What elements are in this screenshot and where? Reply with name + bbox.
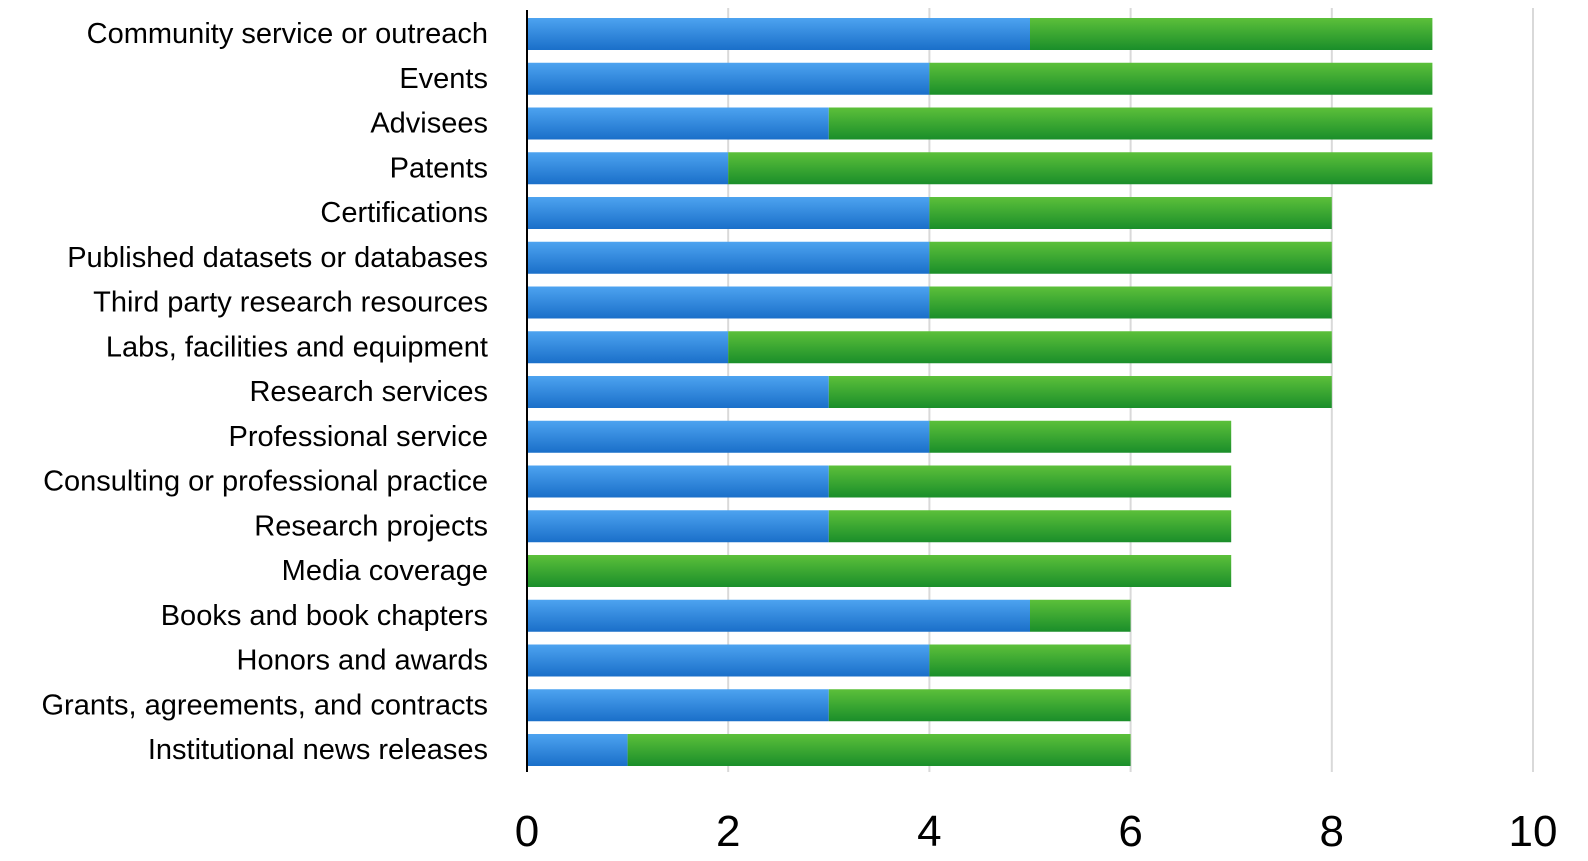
bar-segment	[1030, 18, 1433, 50]
bar-segment	[1030, 599, 1131, 632]
bar-segment	[527, 555, 1232, 587]
category-label: Research projects	[254, 510, 488, 542]
bar-segment	[929, 62, 1433, 95]
x-tick-label: 8	[1320, 807, 1344, 856]
bar-segment	[527, 197, 930, 229]
category-label: Certifications	[320, 197, 488, 229]
bar-segment	[527, 689, 829, 722]
bar-segment	[527, 107, 829, 140]
category-label: Patents	[390, 152, 488, 184]
bar-segment	[527, 599, 1030, 632]
category-labels: Community service or outreach Events Advis…	[42, 18, 489, 766]
category-label: Grants, agreements, and contracts	[42, 689, 489, 721]
bar-segment	[527, 286, 930, 319]
bars	[527, 18, 1433, 766]
bar-segment	[527, 376, 829, 408]
category-label: Third party research resources	[93, 287, 488, 319]
bar-segment	[527, 18, 1030, 50]
x-tick-label: 2	[716, 807, 740, 856]
bar-segment	[828, 107, 1433, 140]
category-label: Labs, facilities and equipment	[106, 331, 488, 363]
category-label: Honors and awards	[237, 645, 488, 677]
bar-segment	[627, 734, 1131, 766]
x-tick-label: 0	[515, 807, 539, 856]
category-label: Research services	[249, 376, 488, 408]
bar-segment	[527, 241, 930, 274]
bar-segment	[527, 734, 628, 766]
bar-segment	[828, 376, 1332, 408]
bar-segment	[929, 197, 1332, 229]
bar-segment	[527, 62, 930, 95]
x-tick-labels: 0 2 4 6 8 10	[515, 807, 1558, 856]
bar-segment	[527, 644, 930, 677]
bar-segment	[728, 331, 1332, 364]
category-label: Published datasets or databases	[67, 242, 488, 274]
bar-segment	[828, 689, 1131, 722]
bar-segment	[728, 152, 1433, 185]
bar-segment	[527, 510, 829, 543]
bar-segment	[527, 331, 729, 364]
category-label: Institutional news releases	[148, 734, 488, 766]
x-tick-label: 6	[1118, 807, 1142, 856]
category-label: Community service or outreach	[87, 18, 488, 50]
bar-segment	[527, 465, 829, 498]
bar-segment	[828, 465, 1232, 498]
category-label: Books and book chapters	[161, 600, 488, 632]
category-label: Media coverage	[282, 555, 488, 587]
x-tick-label: 4	[917, 807, 941, 856]
bar-segment	[929, 286, 1332, 319]
bar-segment	[527, 420, 930, 453]
category-label: Consulting or professional practice	[43, 466, 488, 498]
category-label: Events	[399, 63, 488, 95]
category-label: Advisees	[370, 108, 488, 140]
bar-segment	[527, 152, 729, 185]
category-label: Professional service	[229, 421, 489, 453]
x-tick-label: 10	[1509, 807, 1558, 856]
bar-segment	[929, 644, 1131, 677]
bar-segment	[929, 420, 1232, 453]
bar-segment	[929, 241, 1332, 274]
bar-segment	[828, 510, 1232, 543]
